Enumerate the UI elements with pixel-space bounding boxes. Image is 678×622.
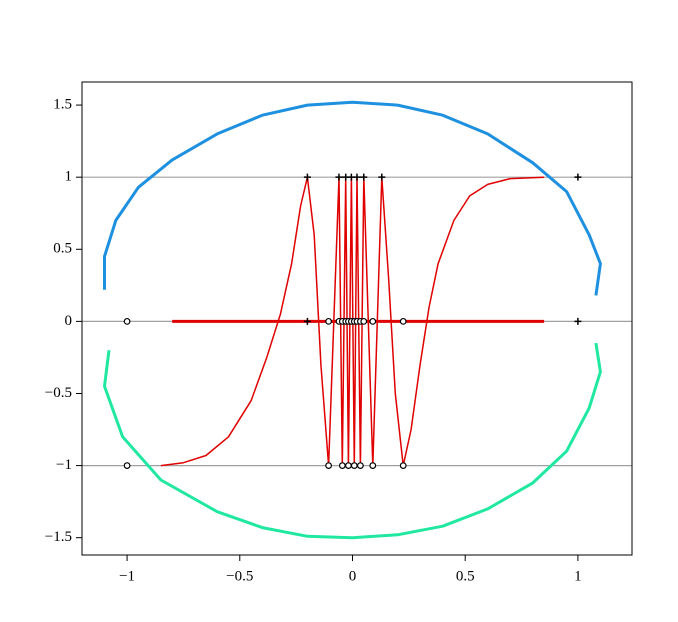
point-marker <box>369 317 377 325</box>
point-marker <box>325 462 332 469</box>
point-marker <box>123 317 131 325</box>
point-marker <box>325 317 332 325</box>
y-tick-label: 1.5 <box>53 97 72 113</box>
curve <box>103 100 602 296</box>
y-tick-label: 1 <box>65 169 73 185</box>
point-marker <box>350 462 358 469</box>
plus-marker <box>353 173 361 181</box>
x-tick-label: 0.5 <box>456 568 475 584</box>
plot-frame <box>81 81 633 556</box>
plus-marker <box>335 173 343 181</box>
point-marker <box>123 462 131 469</box>
point-marker <box>399 317 407 325</box>
plus-marker <box>360 173 368 181</box>
plus-marker <box>574 173 582 181</box>
x-tick-label: 0 <box>349 568 357 584</box>
point-marker <box>345 462 352 469</box>
y-tick-label: −1.5 <box>45 529 72 545</box>
point-marker <box>360 317 368 325</box>
plus-marker <box>574 317 582 325</box>
point-marker <box>399 462 407 469</box>
y-tick-label: −1 <box>56 457 72 473</box>
y-tick-label: 0.5 <box>53 241 72 257</box>
plus-marker <box>303 317 311 325</box>
plus-marker <box>303 173 311 181</box>
plus-marker <box>378 173 386 181</box>
point-marker <box>369 462 377 469</box>
y-tick-label: −0.5 <box>45 385 72 401</box>
curve <box>103 342 602 540</box>
point-marker <box>356 462 364 469</box>
y-tick-label: 0 <box>65 313 73 329</box>
x-tick-label: −1 <box>119 568 135 584</box>
x-tick-label: −0.5 <box>226 568 253 584</box>
x-tick-label: 1 <box>574 568 582 584</box>
point-marker <box>338 462 346 469</box>
